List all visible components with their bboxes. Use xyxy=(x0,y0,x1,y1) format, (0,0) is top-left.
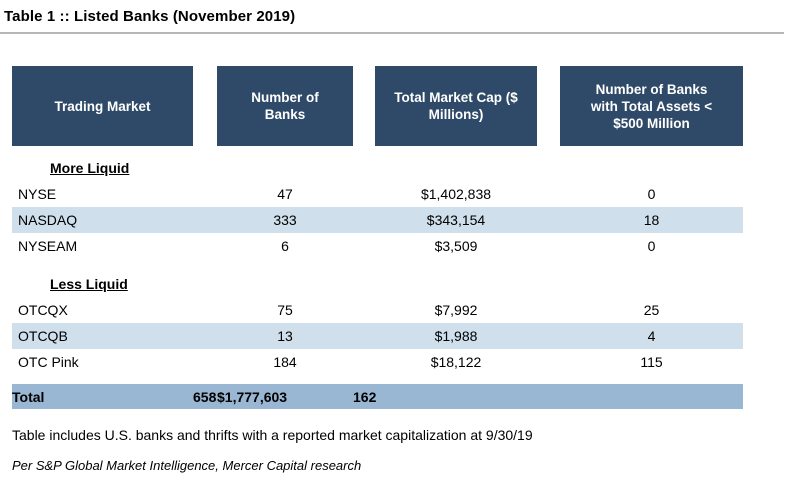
header-small-banks-label: Number of Banks with Total Assets < $500… xyxy=(590,81,713,131)
cell-small-banks: 0 xyxy=(647,238,656,254)
table-row-otcqx: OTCQX 75 $7,992 25 xyxy=(12,297,743,323)
table-row-nasdaq: NASDAQ 333 $343,154 18 xyxy=(12,207,743,233)
section-label: Less Liquid xyxy=(50,276,128,292)
cell-total-label: Total xyxy=(12,388,45,405)
cell-small-banks: 4 xyxy=(647,328,656,344)
source-citation: Per S&P Global Market Intelligence, Merc… xyxy=(12,458,362,473)
cell-market: OTCQX xyxy=(18,302,68,318)
total-spacer xyxy=(12,375,743,384)
cell-small-banks: 0 xyxy=(647,186,656,202)
title-divider xyxy=(0,32,784,34)
header-number-of-banks: Number of Banks xyxy=(217,66,353,146)
header-number-of-banks-label: Number of Banks xyxy=(251,90,319,122)
table-row-nyseam: NYSEAM 6 $3,509 0 xyxy=(12,233,743,259)
listed-banks-table: Trading Market Number of Banks Total Mar… xyxy=(12,66,743,409)
cell-market: NYSEAM xyxy=(18,238,78,254)
cell-banks: 47 xyxy=(277,186,293,202)
table-title: Table 1 :: Listed Banks (November 2019) xyxy=(4,8,296,25)
table-row-total: Total 658 $1,777,603 162 xyxy=(12,384,743,409)
cell-market: NYSE xyxy=(18,186,57,202)
cell-market-cap: $3,509 xyxy=(434,238,478,254)
cell-market-cap: $7,992 xyxy=(434,302,478,318)
header-trading-market-label: Trading Market xyxy=(54,98,151,114)
section-label: More Liquid xyxy=(50,160,130,176)
cell-market: OTCQB xyxy=(18,328,68,344)
table-row-otc-pink: OTC Pink 184 $18,122 115 xyxy=(12,349,743,375)
cell-market-cap: $18,122 xyxy=(430,354,482,370)
header-small-banks: Number of Banks with Total Assets < $500… xyxy=(560,66,743,146)
cell-market: OTC Pink xyxy=(18,354,79,370)
cell-banks: 13 xyxy=(277,328,293,344)
header-total-market-cap-label: Total Market Cap ($ Millions) xyxy=(394,90,518,122)
section-header-less-liquid: Less Liquid xyxy=(12,271,743,297)
table-row-otcqb: OTCQB 13 $1,988 4 xyxy=(12,323,743,349)
cell-market-cap: $343,154 xyxy=(426,212,486,228)
cell-banks: 333 xyxy=(273,212,297,228)
section-spacer xyxy=(12,259,743,271)
cell-market-cap: $1,402,838 xyxy=(420,186,492,202)
cell-total-small-banks: 162 xyxy=(353,388,377,405)
table-footnote: Table includes U.S. banks and thrifts wi… xyxy=(12,427,533,443)
table-body: More Liquid NYSE 47 $1,402,838 0 NASDAQ … xyxy=(12,155,743,409)
cell-total-market-cap: $1,777,603 xyxy=(217,388,288,405)
section-header-more-liquid: More Liquid xyxy=(12,155,743,181)
header-total-market-cap: Total Market Cap ($ Millions) xyxy=(375,66,537,146)
table-row-nyse: NYSE 47 $1,402,838 0 xyxy=(12,181,743,207)
cell-small-banks: 18 xyxy=(643,212,660,228)
table-header-row: Trading Market Number of Banks Total Mar… xyxy=(12,66,743,146)
cell-small-banks: 25 xyxy=(643,302,660,318)
cell-total-banks: 658 xyxy=(193,388,217,405)
cell-banks: 75 xyxy=(277,302,293,318)
cell-banks: 6 xyxy=(281,238,289,254)
cell-market: NASDAQ xyxy=(18,212,78,228)
header-trading-market: Trading Market xyxy=(12,66,193,146)
cell-market-cap: $1,988 xyxy=(434,328,478,344)
cell-banks: 184 xyxy=(273,354,297,370)
cell-small-banks: 115 xyxy=(640,354,663,370)
